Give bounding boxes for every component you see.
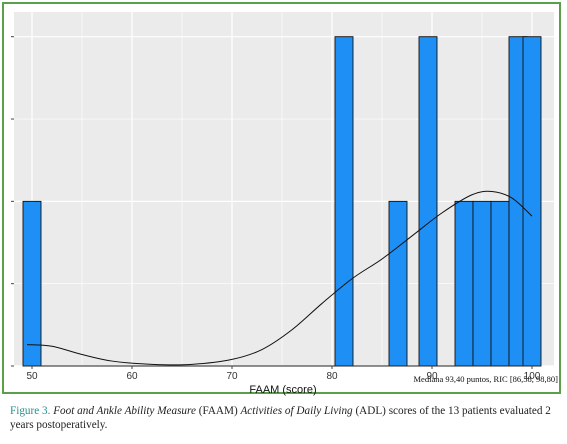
histogram-bar xyxy=(472,200,492,367)
caption-title-1: Foot and Ankle Ability Measure xyxy=(53,405,196,417)
histogram-bar xyxy=(22,200,42,367)
bars xyxy=(22,36,542,367)
x-axis-title: FAAM (score) xyxy=(249,384,316,396)
caption-rest: scores of the 13 patients evaluated 2 ye… xyxy=(10,405,551,431)
histogram-bar xyxy=(418,36,438,367)
x-tick-label: 80 xyxy=(326,371,338,382)
histogram-chart: 50 60 70 80 90 100 FAAM (score) xyxy=(11,12,554,396)
figure-caption: Figure 3. Foot and Ankle Ability Measure… xyxy=(10,404,558,432)
x-tick-label: 50 xyxy=(26,371,38,382)
histogram-bar xyxy=(454,200,474,367)
x-axis-ticks: 50 60 70 80 90 100 xyxy=(26,366,541,382)
histogram-bar xyxy=(334,36,354,367)
density-curve xyxy=(26,190,533,366)
caption-label: Figure 3. xyxy=(10,405,51,417)
x-tick-label: 70 xyxy=(226,371,238,382)
caption-abbr-1: (FAAM) xyxy=(198,405,238,417)
stats-note: Mediana 93,40 puntos, RIC [86,58, 98,80] xyxy=(413,374,559,384)
density-curve-line xyxy=(26,190,533,366)
caption-title-2: Activities of Daily Living xyxy=(240,405,353,417)
x-tick-label: 90 xyxy=(426,371,438,382)
x-tick-label: 100 xyxy=(524,371,541,382)
histogram-bar xyxy=(388,200,408,367)
caption-abbr-2: (ADL) xyxy=(355,405,386,417)
y-axis-ticks xyxy=(11,36,14,367)
histogram-bar xyxy=(522,36,542,367)
x-tick-label: 60 xyxy=(126,371,138,382)
histogram-bar xyxy=(490,200,510,367)
